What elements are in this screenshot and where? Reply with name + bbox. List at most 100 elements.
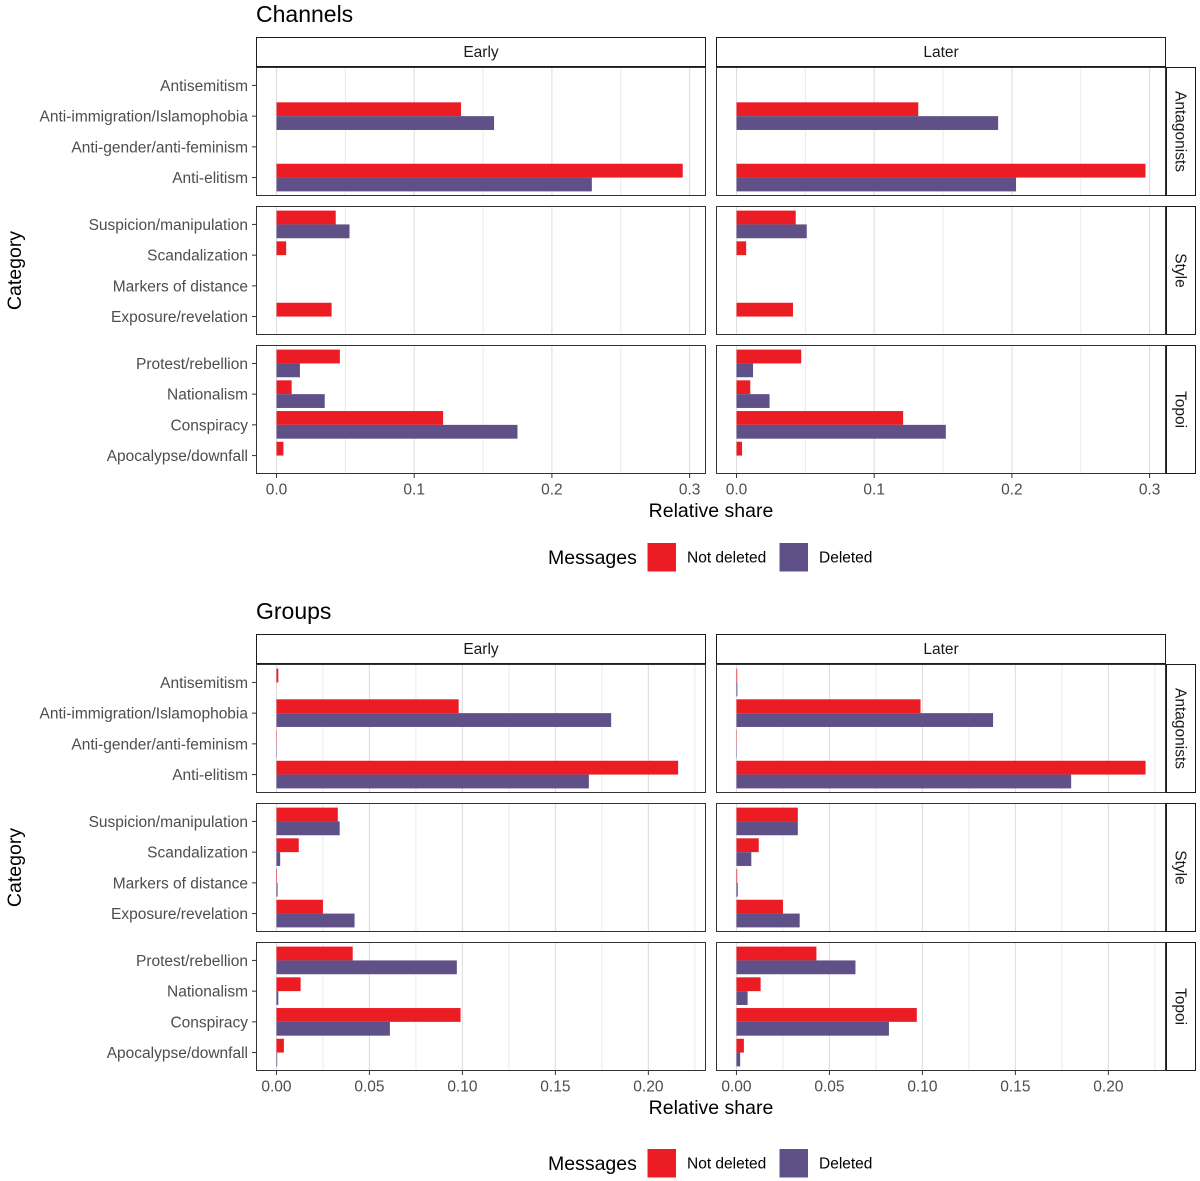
- facet-strip-early: [256, 634, 706, 664]
- chart-groups: Groups Early Later Antagonists Antisemitism A…: [4, 598, 1196, 1178]
- x-tick-label: 0.00: [721, 1079, 752, 1096]
- bar-deleted: [736, 1052, 741, 1067]
- legend-key-not-deleted: [647, 1149, 676, 1178]
- category-label: Antisemitism: [160, 78, 248, 95]
- facet-strip-style: [1166, 206, 1196, 335]
- category-label: Markers of distance: [113, 278, 248, 295]
- x-tick-label: 0.05: [354, 1079, 384, 1096]
- x-tick-label: 0.2: [541, 482, 563, 499]
- x-tick-label: 0.20: [1093, 1079, 1124, 1096]
- panel-later-topoi: [716, 345, 1166, 474]
- x-tick-label: 0.3: [1139, 482, 1161, 499]
- bar-not-deleted: [736, 668, 738, 683]
- bar-deleted: [276, 363, 300, 378]
- x-axis-title: Relative share: [649, 1097, 774, 1119]
- bar-not-deleted: [276, 807, 338, 822]
- bar-not-deleted: [736, 380, 751, 395]
- chart-channels: Channels Early Later Antagonists Antisemitis…: [4, 1, 1196, 572]
- x-tick-label: 0.15: [540, 1079, 570, 1096]
- bar-not-deleted: [276, 838, 299, 853]
- bar-deleted: [736, 821, 798, 836]
- bar-not-deleted: [736, 411, 904, 425]
- y-axis-title: Category: [4, 231, 26, 310]
- facet-strip-early: [256, 37, 706, 67]
- facet-strip-later: [716, 37, 1166, 67]
- bar-not-deleted: [736, 1008, 917, 1022]
- bar-deleted: [736, 913, 800, 928]
- x-tick-label: 0.00: [261, 1079, 292, 1096]
- x-tick-label: 0.10: [907, 1079, 938, 1096]
- bar-not-deleted: [276, 946, 353, 961]
- category-label: Nationalism: [167, 984, 248, 1001]
- bar-not-deleted: [736, 102, 919, 117]
- bar-deleted: [276, 882, 278, 897]
- panel-later-style: [716, 206, 1166, 335]
- panel-later-antagonists: [716, 664, 1166, 793]
- bar-deleted: [276, 991, 279, 1005]
- bar-not-deleted: [276, 1038, 284, 1053]
- bar-deleted: [276, 913, 355, 928]
- bar-deleted: [736, 713, 994, 727]
- legend: Messages Not deleted Deleted: [548, 1149, 872, 1178]
- category-label: Anti-elitism: [172, 767, 248, 784]
- x-tick-label: 0.2: [1001, 482, 1023, 499]
- bar-not-deleted: [736, 699, 921, 714]
- facet-strip-label: Later: [923, 641, 958, 658]
- category-label: Markers of distance: [113, 875, 248, 892]
- bar-deleted: [736, 882, 738, 897]
- category-label: Apocalypse/downfall: [107, 1045, 248, 1062]
- bar-deleted: [276, 424, 518, 439]
- bar-deleted: [736, 424, 946, 439]
- bar-not-deleted: [736, 241, 747, 256]
- x-tick-label: 0.15: [1000, 1079, 1030, 1096]
- bar-deleted: [736, 774, 1072, 789]
- bar-not-deleted: [736, 441, 743, 456]
- facet-strip-topoi: [1166, 942, 1196, 1071]
- bar-not-deleted: [276, 441, 284, 456]
- panel-later-style: [716, 803, 1166, 932]
- bar-deleted: [276, 774, 589, 789]
- panel-border: [716, 664, 1166, 793]
- panel-border: [256, 664, 706, 793]
- bar-not-deleted: [276, 163, 683, 178]
- bar-not-deleted: [736, 838, 759, 853]
- facet-strip-label: Early: [463, 44, 499, 61]
- bar-not-deleted: [736, 807, 798, 822]
- facet-strip-label: Style: [1172, 253, 1189, 287]
- bar-not-deleted: [276, 241, 287, 256]
- bar-deleted: [736, 224, 807, 239]
- category-label: Conspiracy: [170, 417, 248, 434]
- panel-border: [716, 206, 1166, 335]
- category-label: Anti-immigration/Islamophobia: [40, 706, 249, 723]
- panel-later-topoi: [716, 942, 1166, 1071]
- facet-strip-style: [1166, 803, 1196, 932]
- legend-key-deleted: [779, 1149, 808, 1178]
- panel-early-antagonists: [256, 664, 706, 793]
- panel-border: [716, 803, 1166, 932]
- panel-later-antagonists: [716, 67, 1166, 196]
- bar-not-deleted: [276, 977, 301, 992]
- panel-border: [256, 803, 706, 932]
- facet-strip-label: Topoi: [1172, 988, 1189, 1025]
- panel-border: [256, 345, 706, 474]
- bar-not-deleted: [276, 411, 444, 425]
- bar-deleted: [276, 116, 495, 130]
- bar-deleted: [736, 363, 754, 378]
- bar-deleted: [276, 394, 325, 408]
- legend-key-deleted: [779, 543, 808, 572]
- x-tick-label: 0.0: [266, 482, 288, 499]
- bar-not-deleted: [276, 102, 462, 117]
- facet-strip-label: Style: [1172, 850, 1189, 884]
- chart-title: Groups: [256, 598, 331, 624]
- category-label: Nationalism: [167, 387, 248, 404]
- bar-deleted: [276, 1021, 390, 1036]
- panel-early-topoi: [256, 942, 706, 1071]
- facet-strip-label: Early: [463, 641, 499, 658]
- panel-border: [256, 206, 706, 335]
- category-label: Anti-gender/anti-feminism: [71, 139, 248, 156]
- chart-title: Channels: [256, 1, 353, 27]
- legend-title: Messages: [548, 547, 637, 569]
- category-label: Exposure/revelation: [111, 309, 248, 326]
- bar-not-deleted: [276, 380, 292, 395]
